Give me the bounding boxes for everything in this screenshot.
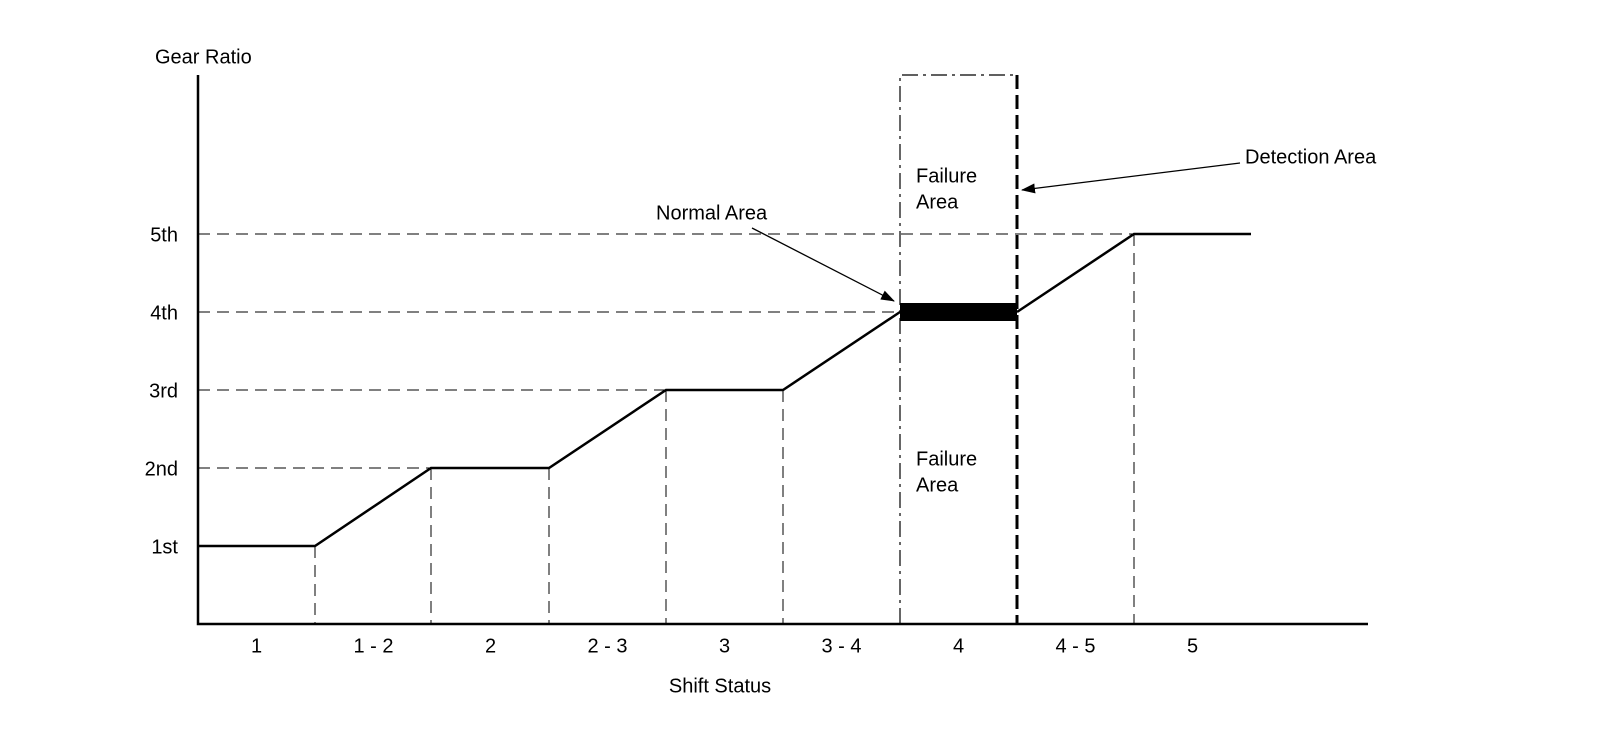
x-label: 2	[485, 635, 496, 657]
y-label: 1st	[151, 536, 178, 558]
y-label: 5th	[150, 224, 178, 246]
x-label: 4 - 5	[1055, 635, 1095, 657]
gear-line	[198, 310, 901, 548]
failure-label: Area	[916, 191, 959, 213]
x-axis-title: Shift Status	[669, 675, 771, 697]
x-label: 3 - 4	[821, 635, 861, 657]
normal-area-bar	[900, 303, 1017, 321]
x-label: 1 - 2	[353, 635, 393, 657]
x-label: 3	[719, 635, 730, 657]
y-label: 2nd	[145, 458, 178, 480]
failure-label: Failure	[916, 448, 977, 470]
detection-box	[899, 74, 1019, 624]
axes	[196, 75, 1368, 626]
failure-label: Failure	[916, 165, 977, 187]
x-label: 5	[1187, 635, 1198, 657]
gear-line	[1016, 232, 1251, 314]
x-label: 4	[953, 635, 964, 657]
y-label: 3rd	[149, 380, 178, 402]
y-axis-title: Gear Ratio	[155, 46, 252, 68]
normal-label: Normal Area	[656, 202, 768, 224]
normal-arrow	[751, 227, 895, 302]
y-label: 4th	[150, 302, 178, 324]
detection-label: Detection Area	[1245, 146, 1377, 168]
x-label: 1	[251, 635, 262, 657]
x-label: 2 - 3	[587, 635, 627, 657]
guides	[198, 233, 1135, 624]
detection-arrow	[1021, 162, 1241, 194]
x-labels: 1 1 - 2 2 2 - 3 3 3 - 4 4 4 - 5 5	[251, 635, 1198, 657]
failure-label: Area	[916, 474, 959, 496]
